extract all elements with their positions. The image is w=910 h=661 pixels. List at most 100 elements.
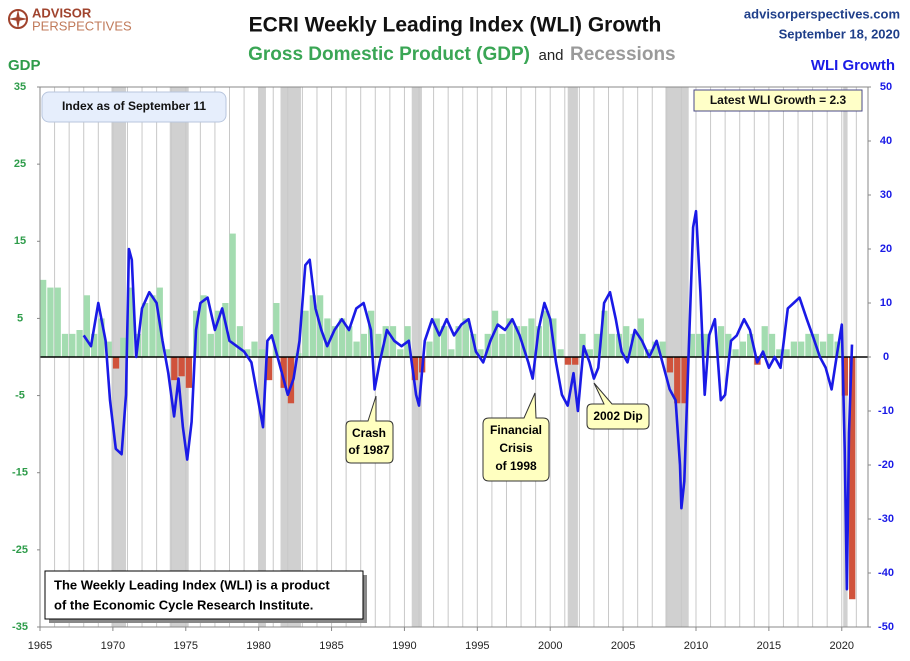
bar bbox=[69, 333, 76, 357]
y2-tick-label: 30 bbox=[880, 189, 892, 201]
bar bbox=[659, 341, 666, 357]
bar bbox=[703, 333, 710, 357]
callout bbox=[586, 382, 650, 430]
logo-text: ADVISOR bbox=[32, 5, 92, 20]
bar bbox=[273, 303, 280, 357]
bar bbox=[593, 333, 601, 357]
subtitle-gdp: Gross Domestic Product (GDP) bbox=[248, 44, 530, 65]
bar bbox=[623, 326, 630, 357]
bar bbox=[54, 287, 61, 357]
y-tick-label: 5 bbox=[17, 312, 23, 324]
bar bbox=[725, 333, 732, 357]
bar bbox=[331, 326, 338, 357]
callout-text: Financial bbox=[490, 423, 542, 437]
x-tick-label: 2005 bbox=[611, 640, 635, 652]
subtitle-recessions: Recessions bbox=[570, 44, 676, 65]
plot: 3525155-5-15-25-3550403020100-10-20-30-4… bbox=[12, 81, 894, 652]
bar bbox=[462, 318, 470, 357]
note-box bbox=[41, 91, 227, 123]
bar bbox=[440, 326, 448, 357]
bar bbox=[171, 357, 178, 381]
bar bbox=[681, 357, 688, 404]
note-text: Index as of September 11 bbox=[62, 99, 206, 113]
bar bbox=[542, 310, 550, 357]
bar bbox=[433, 318, 440, 357]
y2-tick-label: -30 bbox=[878, 513, 894, 525]
bar bbox=[586, 349, 593, 357]
y-tick-label: 15 bbox=[14, 235, 26, 247]
bar bbox=[790, 341, 798, 357]
bar bbox=[200, 295, 207, 357]
logo-text: PERSPECTIVES bbox=[32, 18, 132, 33]
x-tick-label: 1995 bbox=[465, 640, 489, 652]
bar bbox=[47, 287, 54, 357]
bar bbox=[185, 357, 193, 388]
bar bbox=[630, 333, 637, 357]
bar bbox=[608, 333, 615, 357]
bar bbox=[236, 326, 244, 357]
bar bbox=[455, 326, 462, 357]
y-tick-label: -25 bbox=[12, 544, 28, 556]
bar bbox=[302, 310, 309, 357]
bar bbox=[149, 295, 156, 357]
x-tick-label: 1965 bbox=[28, 640, 52, 652]
bar bbox=[83, 295, 91, 357]
bar bbox=[768, 333, 776, 357]
bar bbox=[353, 341, 360, 357]
bar bbox=[214, 310, 222, 357]
y-tick-label: 25 bbox=[14, 158, 26, 170]
bar bbox=[528, 318, 535, 357]
bar bbox=[849, 357, 856, 600]
bar bbox=[513, 326, 521, 357]
bar bbox=[120, 337, 127, 357]
bar bbox=[819, 341, 827, 357]
y2-tick-label: -20 bbox=[878, 459, 894, 471]
callout-text: Crisis bbox=[499, 441, 533, 455]
bar bbox=[579, 333, 586, 357]
bar bbox=[601, 310, 608, 357]
callout-text: Crash bbox=[352, 426, 386, 440]
bar bbox=[841, 357, 849, 396]
x-tick-label: 2015 bbox=[757, 640, 781, 652]
bar bbox=[61, 333, 69, 357]
callout bbox=[345, 395, 394, 464]
note-text: of the Economic Cycle Research Institute… bbox=[54, 597, 313, 612]
bar bbox=[40, 279, 47, 357]
bar bbox=[105, 341, 112, 357]
bar bbox=[739, 341, 747, 357]
bar bbox=[382, 326, 389, 357]
bar bbox=[91, 333, 98, 357]
bar bbox=[695, 333, 703, 357]
bar bbox=[346, 326, 353, 357]
y2-tick-label: 40 bbox=[880, 135, 892, 147]
bar bbox=[222, 303, 229, 357]
y-tick-label: -35 bbox=[12, 621, 28, 633]
x-tick-label: 1980 bbox=[246, 640, 270, 652]
bar bbox=[652, 341, 659, 357]
bar bbox=[827, 333, 834, 357]
date: September 18, 2020 bbox=[779, 26, 900, 41]
chart-title: ECRI Weekly Leading Index (WLI) Growth bbox=[249, 14, 662, 37]
callout-text: of 1987 bbox=[348, 443, 390, 457]
bar bbox=[521, 326, 528, 357]
x-tick-label: 1990 bbox=[392, 640, 416, 652]
y2-tick-label: 50 bbox=[880, 81, 892, 93]
y2-tick-label: -50 bbox=[878, 621, 894, 633]
bar bbox=[732, 349, 739, 357]
bar bbox=[178, 357, 185, 377]
bar bbox=[309, 295, 316, 357]
bar bbox=[535, 326, 542, 357]
bar bbox=[506, 318, 513, 357]
bar bbox=[229, 233, 236, 357]
y-tick-label: 35 bbox=[14, 81, 26, 93]
bar bbox=[783, 349, 790, 357]
callout-text: 2002 Dip bbox=[593, 409, 642, 423]
y2-tick-label: 0 bbox=[883, 351, 889, 363]
y-tick-label: -5 bbox=[15, 389, 25, 401]
callout bbox=[482, 392, 550, 482]
bar bbox=[761, 326, 768, 357]
y2-tick-label: -40 bbox=[878, 567, 894, 579]
bar bbox=[397, 349, 404, 357]
bar bbox=[491, 310, 499, 357]
